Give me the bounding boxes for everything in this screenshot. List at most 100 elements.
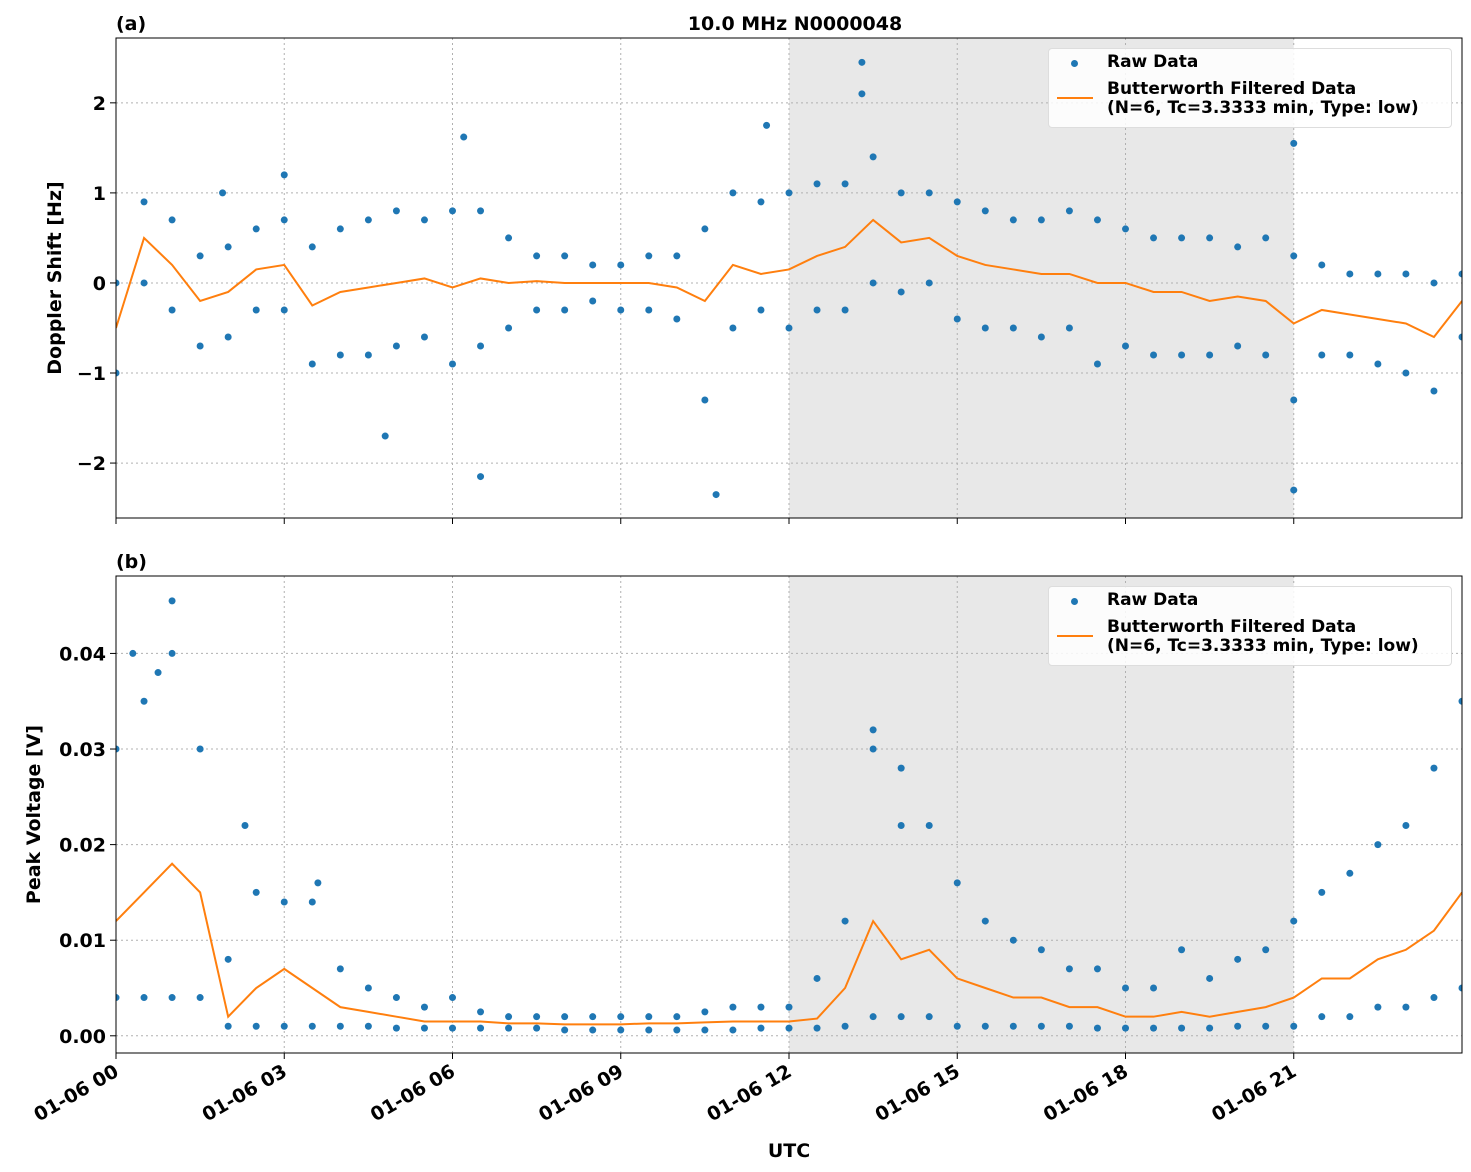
raw-point (897, 288, 905, 296)
raw-point (477, 1024, 485, 1032)
raw-point (477, 1008, 485, 1016)
legend-symbol (1071, 60, 1078, 67)
raw-point (1402, 821, 1410, 829)
legend-symbol (1057, 635, 1093, 637)
x-tick-label: 01-06 09 (535, 1060, 627, 1126)
raw-point (1346, 1013, 1354, 1021)
raw-point (505, 234, 513, 242)
raw-point (364, 216, 372, 224)
raw-point (314, 879, 322, 887)
chart-title: 10.0 MHz N0000048 (688, 13, 902, 35)
raw-point (1178, 351, 1186, 359)
raw-point (869, 1013, 877, 1021)
raw-point (1374, 270, 1382, 278)
raw-point (841, 306, 849, 314)
raw-point (224, 243, 232, 251)
raw-point (1150, 1024, 1158, 1032)
raw-point (953, 1022, 961, 1030)
raw-point (1009, 216, 1017, 224)
raw-point (1234, 1022, 1242, 1030)
raw-point (1346, 270, 1354, 278)
raw-point (701, 1026, 709, 1034)
raw-point (140, 198, 148, 206)
raw-point (1178, 234, 1186, 242)
raw-point (1037, 216, 1045, 224)
raw-point (1009, 936, 1017, 944)
raw-point (449, 1024, 456, 1032)
filtered-line (116, 862, 1462, 1026)
y-tick-label: 0.01 (59, 930, 106, 952)
raw-point (168, 649, 176, 657)
raw-point (252, 1022, 260, 1030)
raw-point (841, 917, 849, 925)
raw-point (1093, 1024, 1101, 1032)
raw-point (420, 216, 428, 224)
raw-point (533, 1024, 541, 1032)
raw-point (1374, 360, 1382, 368)
raw-point (381, 432, 389, 440)
legend-label: Butterworth Filtered Data (N=6, Tc=3.333… (1107, 617, 1419, 656)
raw-point (712, 491, 720, 499)
raw-point (1065, 324, 1073, 332)
raw-point (645, 252, 653, 260)
raw-point (757, 198, 765, 206)
raw-point (729, 1026, 737, 1034)
x-tick-label: 01-06 12 (703, 1060, 795, 1126)
raw-point (841, 1022, 849, 1030)
raw-point (981, 324, 989, 332)
y-axis-label: Doppler Shift [Hz] (44, 181, 66, 374)
y-tick-label: 2 (93, 93, 106, 115)
raw-point (1318, 888, 1326, 896)
raw-point (1430, 764, 1438, 772)
raw-point (1150, 984, 1158, 992)
raw-point (477, 342, 485, 350)
raw-point (420, 1024, 428, 1032)
raw-point (129, 649, 137, 657)
raw-point (336, 351, 344, 359)
legend-label: Raw Data (1107, 52, 1199, 72)
raw-point (1234, 342, 1242, 350)
raw-point (1178, 1024, 1186, 1032)
raw-point (1065, 1022, 1073, 1030)
raw-point (392, 1024, 400, 1032)
raw-point (785, 189, 793, 197)
raw-point (813, 306, 821, 314)
raw-point (154, 669, 162, 677)
raw-point (308, 1022, 316, 1030)
raw-point (168, 597, 176, 605)
raw-point (1318, 351, 1326, 359)
raw-point (420, 333, 428, 341)
raw-point (392, 342, 400, 350)
raw-point (1402, 369, 1410, 377)
y-tick-label: 0.02 (59, 835, 106, 857)
raw-point (140, 697, 148, 705)
raw-point (869, 745, 877, 753)
raw-point (1234, 955, 1242, 963)
raw-point (116, 745, 120, 753)
raw-point (1122, 225, 1129, 233)
y-tick-label: 0.00 (59, 1026, 106, 1048)
raw-point (785, 1003, 793, 1011)
raw-point (1374, 841, 1382, 849)
raw-point (336, 225, 344, 233)
raw-point (1346, 351, 1354, 359)
raw-point (1402, 270, 1410, 278)
raw-point (561, 252, 569, 260)
raw-point (617, 261, 625, 269)
raw-point (701, 225, 709, 233)
raw-point (241, 821, 249, 829)
raw-point (168, 306, 176, 314)
raw-point (925, 821, 933, 829)
raw-point (561, 1026, 569, 1034)
raw-point (196, 745, 204, 753)
filtered-line (116, 218, 1462, 339)
axes-frame (115, 575, 1463, 1054)
raw-point (196, 994, 204, 1002)
raw-point (589, 261, 597, 269)
y-tick-label: 0.04 (59, 643, 106, 665)
raw-point (336, 1022, 344, 1030)
raw-point (168, 994, 176, 1002)
raw-point (617, 306, 625, 314)
raw-point (196, 342, 204, 350)
raw-point (1262, 234, 1270, 242)
